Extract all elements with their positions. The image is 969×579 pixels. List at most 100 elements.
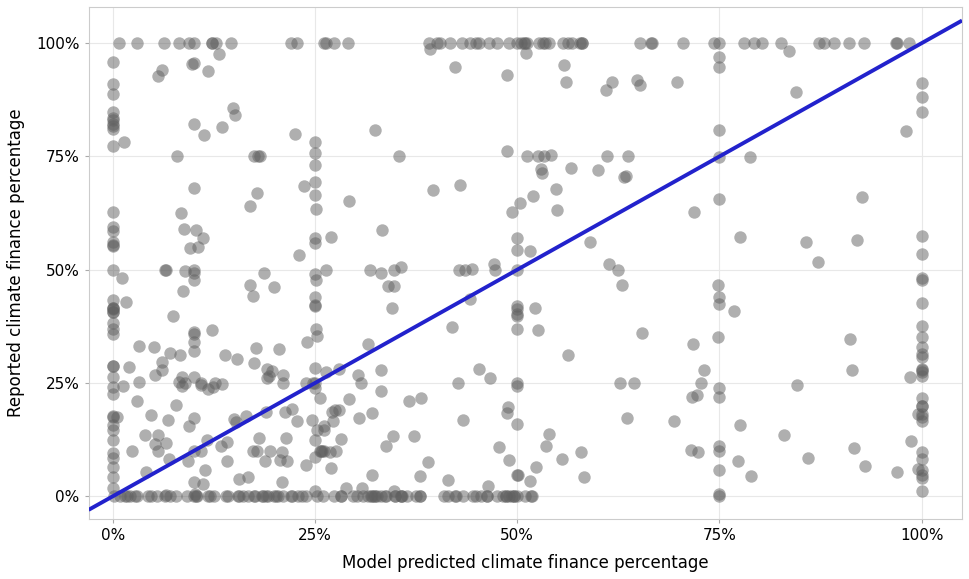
- Point: [914, 275, 929, 284]
- Point: [574, 39, 589, 48]
- Point: [186, 265, 202, 274]
- Point: [685, 393, 701, 402]
- Point: [105, 119, 120, 128]
- Point: [914, 474, 929, 483]
- Point: [105, 483, 120, 492]
- Point: [683, 445, 699, 455]
- Point: [798, 237, 814, 246]
- Point: [150, 446, 166, 456]
- Point: [510, 492, 525, 501]
- Point: [307, 486, 323, 496]
- Point: [107, 492, 122, 501]
- Point: [105, 435, 120, 445]
- Point: [736, 39, 752, 48]
- Point: [162, 492, 177, 501]
- Point: [308, 204, 324, 214]
- Point: [599, 86, 614, 95]
- Point: [730, 456, 745, 466]
- Point: [556, 60, 572, 69]
- Point: [307, 269, 323, 278]
- Point: [590, 165, 606, 174]
- Point: [686, 207, 702, 217]
- Point: [182, 244, 198, 253]
- Point: [388, 492, 403, 501]
- Point: [307, 234, 323, 243]
- Point: [447, 62, 462, 71]
- Point: [262, 446, 277, 456]
- Point: [307, 378, 323, 387]
- Point: [105, 308, 120, 317]
- Point: [157, 492, 172, 501]
- Point: [186, 329, 202, 338]
- Point: [275, 492, 291, 501]
- Point: [132, 341, 147, 350]
- Point: [420, 457, 435, 467]
- Point: [504, 492, 519, 501]
- Point: [246, 152, 262, 161]
- Point: [196, 479, 211, 489]
- Point: [318, 367, 333, 376]
- Point: [690, 448, 705, 457]
- Point: [322, 448, 337, 457]
- Point: [711, 63, 727, 72]
- Point: [181, 39, 197, 48]
- Point: [914, 448, 929, 457]
- Point: [387, 265, 402, 274]
- Point: [629, 76, 644, 85]
- Point: [627, 378, 642, 387]
- Point: [500, 402, 516, 412]
- Point: [888, 39, 903, 48]
- Point: [914, 372, 929, 381]
- Point: [177, 266, 193, 276]
- Point: [911, 409, 926, 419]
- Point: [194, 446, 209, 456]
- Point: [366, 492, 382, 501]
- Point: [114, 273, 130, 283]
- Point: [471, 364, 486, 373]
- Point: [204, 325, 220, 335]
- Point: [138, 431, 153, 440]
- Point: [169, 492, 184, 501]
- Point: [429, 39, 445, 48]
- Point: [105, 372, 120, 381]
- Point: [231, 475, 246, 484]
- Point: [317, 446, 332, 456]
- Point: [150, 71, 166, 80]
- Point: [602, 259, 617, 269]
- Point: [559, 77, 575, 86]
- Point: [914, 273, 929, 283]
- Point: [118, 298, 134, 307]
- Point: [186, 327, 202, 336]
- Point: [172, 350, 187, 359]
- Point: [381, 281, 396, 291]
- Point: [262, 372, 277, 381]
- Point: [425, 185, 441, 195]
- Point: [914, 108, 929, 117]
- Point: [242, 280, 258, 290]
- Point: [799, 454, 815, 463]
- Point: [495, 492, 511, 501]
- Point: [290, 416, 305, 425]
- Point: [841, 39, 857, 48]
- Point: [352, 413, 367, 423]
- Point: [139, 468, 154, 477]
- Point: [510, 312, 525, 321]
- Point: [105, 141, 120, 151]
- Point: [412, 492, 427, 501]
- Point: [338, 483, 354, 493]
- Point: [480, 492, 495, 501]
- Point: [810, 257, 826, 266]
- Point: [367, 126, 383, 135]
- Point: [489, 492, 505, 501]
- Point: [711, 393, 727, 402]
- Point: [242, 201, 258, 211]
- Point: [711, 152, 727, 162]
- Point: [298, 378, 314, 387]
- Point: [844, 365, 860, 375]
- Point: [858, 461, 873, 470]
- Point: [105, 295, 120, 305]
- Point: [193, 380, 208, 390]
- Point: [297, 461, 313, 470]
- Point: [186, 58, 202, 67]
- Point: [333, 492, 349, 501]
